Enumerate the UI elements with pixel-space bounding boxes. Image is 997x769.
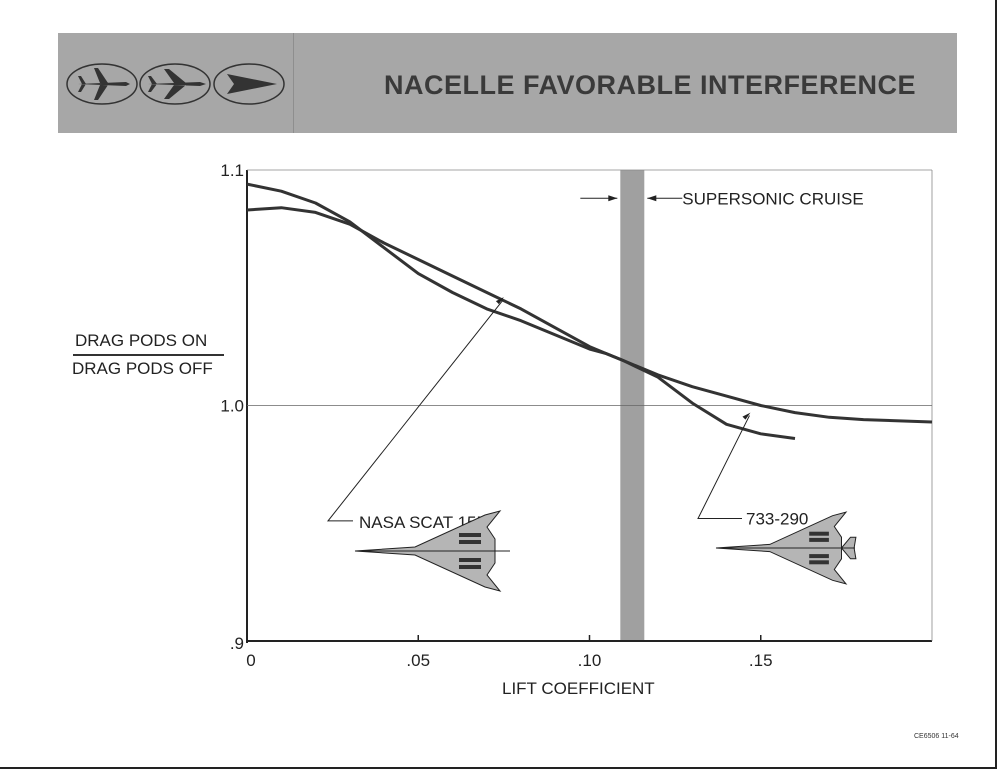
document-id: CE6506 11-64	[914, 733, 959, 740]
x-tick-label: 0	[246, 651, 255, 670]
nasa-scat-15f-planform-engine-pod	[459, 540, 481, 544]
supersonic-cruise-label: SUPERSONIC CRUISE	[682, 189, 863, 208]
delta-wing-jet-icon	[213, 63, 285, 105]
b733-290-planform-engine-pod	[809, 560, 829, 565]
swept-wing-jet-icon	[139, 63, 211, 105]
b733-290-planform-engine-pod	[809, 531, 829, 536]
b733-290-planform-engine-pod	[809, 554, 829, 559]
nasa-scat-15f-planform	[354, 510, 510, 592]
nasa-scat-arrowhead	[495, 297, 504, 305]
x-tick-label: .15	[749, 651, 773, 670]
subsonic-jet-icon	[66, 63, 138, 105]
b733-290-planform	[715, 511, 857, 585]
x-tick-label: .05	[406, 651, 430, 670]
b733-290-planform-engine-pod	[809, 537, 829, 542]
nasa-scat-15f-planform-engine-pod	[459, 558, 481, 562]
series-line-2	[246, 182, 796, 440]
y-tick-label: 1.0	[220, 397, 244, 416]
nasa-scat-15f-planform-engine-pod	[459, 565, 481, 569]
x-axis-label: LIFT COEFFICIENT	[502, 679, 655, 698]
y-tick-label: 1.1	[220, 161, 244, 180]
y-tick-label: .9	[230, 634, 244, 653]
title-banner	[58, 33, 957, 133]
y-axis-label-denominator: DRAG PODS OFF	[72, 359, 213, 378]
b733-label: 733-290	[746, 510, 808, 529]
b733-arrowhead	[742, 412, 751, 420]
banner-title: NACELLE FAVORABLE INTERFERENCE	[384, 70, 917, 100]
nasa-scat-15f-planform-engine-pod	[459, 533, 481, 537]
band-arrowhead-left	[608, 195, 618, 202]
nasa-scat-label: NASA SCAT 15F	[359, 513, 487, 532]
nasa-scat-leader	[326, 299, 504, 522]
y-axis-label-fraction-bar	[73, 354, 224, 356]
aircraft-logo-group	[66, 63, 285, 105]
x-tick-label: .10	[578, 651, 602, 670]
y-axis-label-numerator: DRAG PODS ON	[75, 331, 208, 350]
series-line-1	[246, 206, 933, 424]
banner-divider	[293, 33, 294, 133]
band-arrowhead-right	[647, 195, 657, 202]
b733-leader	[697, 415, 750, 520]
